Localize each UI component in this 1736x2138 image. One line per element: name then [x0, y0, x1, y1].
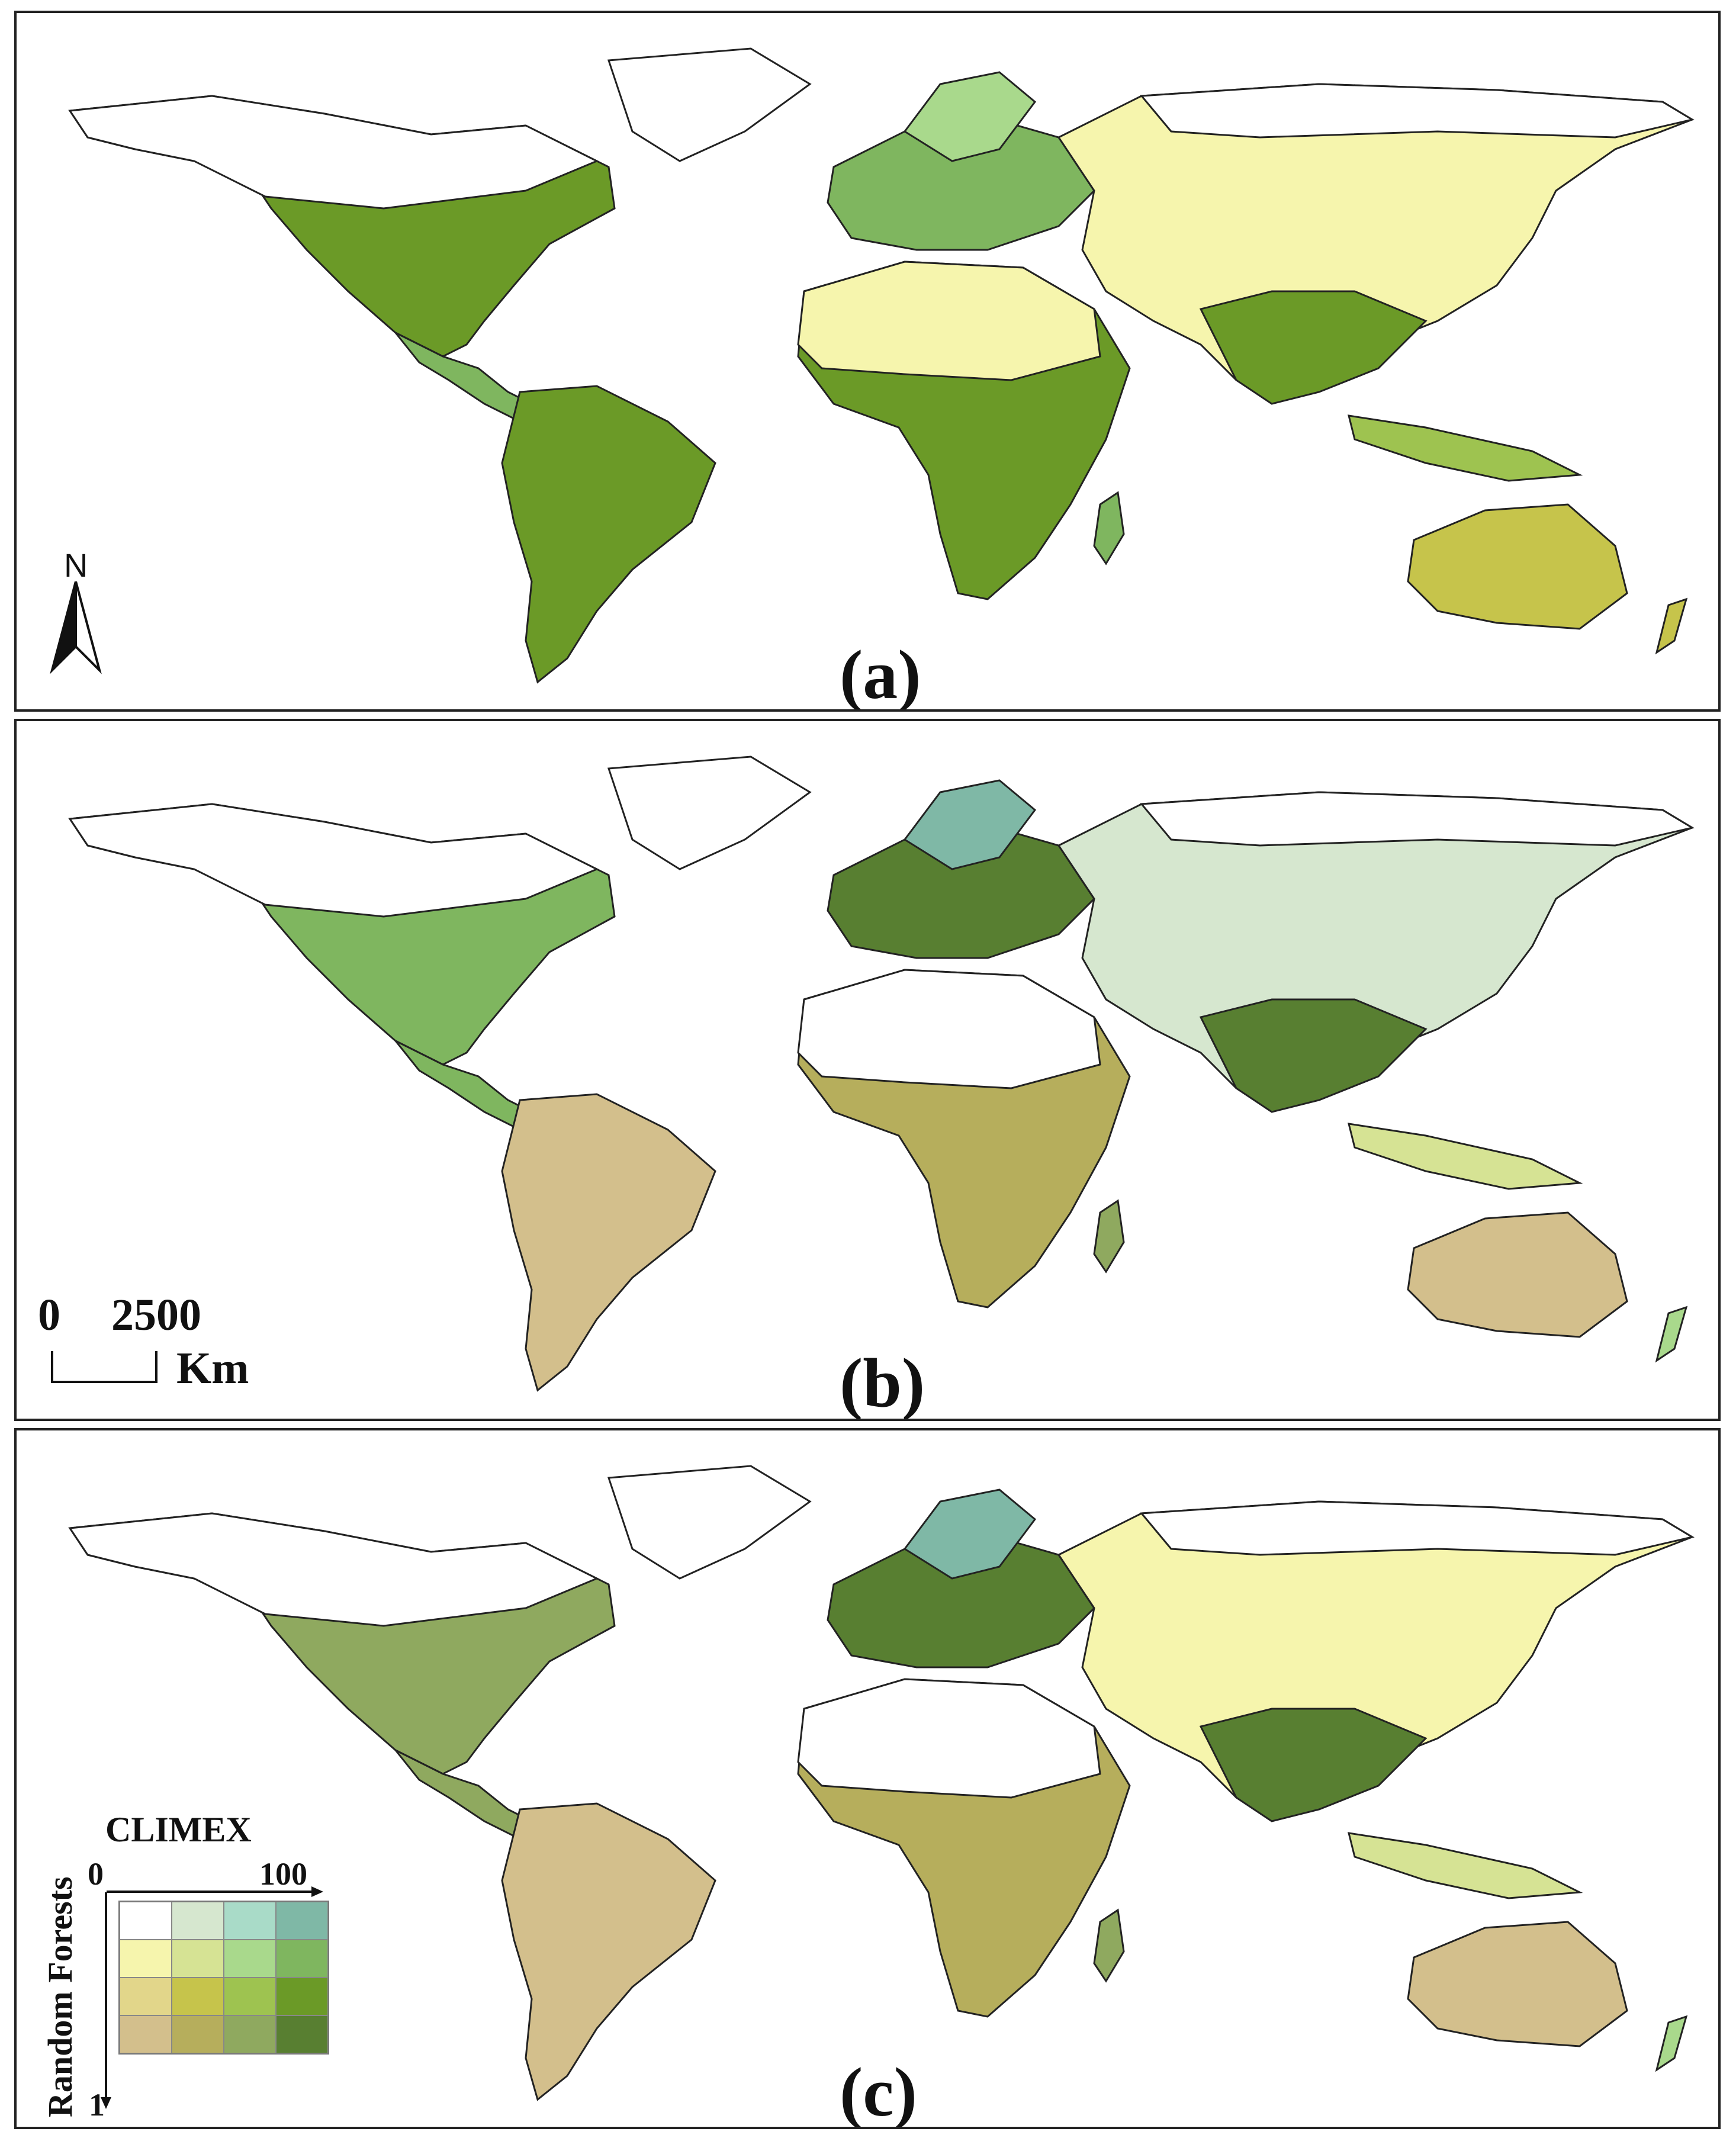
landmasses [68, 47, 1695, 684]
scandinavia [903, 779, 1037, 870]
map-panel-c: CLIMEX 0 100 Rando [14, 1428, 1721, 2129]
panel-label-b: (b) [840, 1344, 925, 1421]
world-map-c [68, 1465, 1695, 2101]
australia [1407, 1921, 1628, 2047]
greenland [607, 755, 812, 870]
north-letter: N [64, 546, 88, 584]
legend-cell [276, 1902, 328, 1940]
legend-y-max: 1 [89, 2087, 105, 2123]
legend-cell [276, 1978, 328, 2015]
scandinavia [903, 71, 1037, 162]
arctic-canada [68, 803, 599, 918]
north-arrow-icon [50, 581, 102, 674]
legend-cell [172, 1902, 224, 1940]
scale-unit: Km [176, 1343, 249, 1393]
world-map-b [68, 755, 1695, 1392]
legend-cell [276, 1940, 328, 1978]
scale-bar: 0 2500 Km [28, 1290, 277, 1408]
map-panel-a: N (a) [14, 11, 1721, 712]
map-panel-b: 0 2500 Km (b) [14, 719, 1721, 1421]
scale-bar-line [51, 1351, 157, 1383]
indonesia [1347, 1832, 1583, 1899]
landmasses [68, 1465, 1695, 2101]
legend-x-max: 100 [259, 1856, 307, 1892]
australia [1407, 503, 1628, 630]
siberia [1139, 1500, 1695, 1556]
new-zealand [1655, 1306, 1688, 1363]
panel-label-c: (c) [840, 2053, 917, 2129]
legend-cell [224, 2015, 276, 2053]
siberia [1139, 83, 1695, 139]
world-map-a [68, 47, 1695, 684]
greenland [607, 1465, 812, 1580]
legend-cell [172, 1978, 224, 2015]
south-east-asia [1199, 290, 1428, 405]
sahara [797, 261, 1101, 381]
bivariate-legend: CLIMEX 0 100 Rando [22, 1809, 330, 2123]
sahara [797, 969, 1101, 1089]
legend-cell [224, 1902, 276, 1940]
scale-start: 0 [38, 1290, 60, 1340]
south-america [501, 385, 716, 684]
legend-cell [224, 1978, 276, 2015]
legend-cell [120, 1978, 172, 2015]
panel-label-a: (a) [840, 636, 921, 712]
south-east-asia [1199, 998, 1428, 1113]
legend-x-title: CLIMEX [105, 1810, 252, 1849]
indonesia [1347, 1123, 1583, 1190]
south-america [501, 1093, 716, 1392]
australia [1407, 1211, 1628, 1338]
new-zealand [1655, 597, 1688, 655]
sahara [797, 1678, 1101, 1799]
legend-cell [172, 1940, 224, 1978]
landmasses [68, 755, 1695, 1392]
legend-cell [224, 1940, 276, 1978]
madagascar [1093, 1908, 1125, 1983]
legend-y-arrow [101, 1892, 111, 2109]
north-arrow: N [40, 546, 111, 676]
indonesia [1347, 414, 1583, 482]
madagascar [1093, 491, 1125, 565]
siberia [1139, 791, 1695, 847]
legend-x-min: 0 [88, 1856, 104, 1892]
south-east-asia [1199, 1708, 1428, 1822]
south-america [501, 1802, 716, 2101]
arctic-canada [68, 1512, 599, 1627]
legend-cell [120, 1940, 172, 1978]
greenland [607, 47, 812, 162]
arctic-canada [68, 95, 599, 210]
legend-cell [276, 2015, 328, 2053]
madagascar [1093, 1199, 1125, 1274]
legend-x-arrow [107, 1886, 323, 1897]
legend-cell [120, 1902, 172, 1940]
scandinavia [903, 1488, 1037, 1580]
legend-y-title: Random Forests [41, 1876, 79, 2117]
legend-cell [120, 2015, 172, 2053]
scale-end: 2500 [111, 1290, 201, 1340]
new-zealand [1655, 2015, 1688, 2072]
legend-grid [118, 1901, 329, 2055]
legend-cell [172, 2015, 224, 2053]
